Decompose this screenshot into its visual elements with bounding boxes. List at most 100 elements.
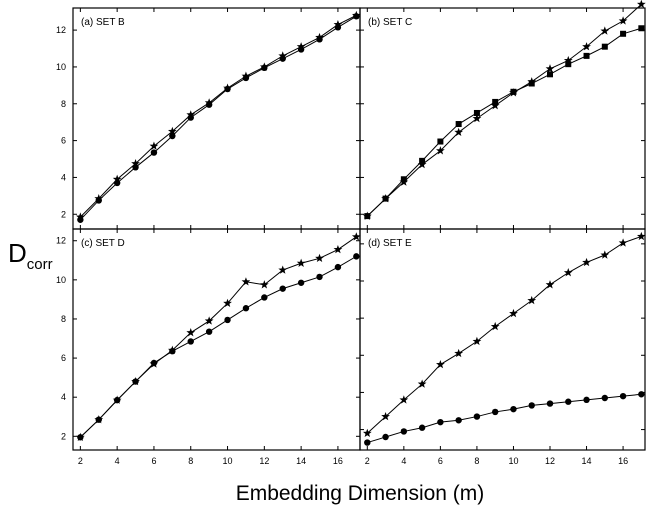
panel-c-circle-point: [242, 305, 250, 312]
panel-d-circle-point: [601, 394, 609, 402]
y-axis-title-subscript: corr: [27, 256, 53, 273]
panel-b-square-point: [510, 88, 517, 95]
panel-a-series-star-line: [80, 14, 357, 218]
panel-c-star-point: [223, 298, 232, 308]
panel-c-y-tick-label: 4: [61, 392, 66, 402]
panel-a-y-tick-label: 10: [56, 62, 66, 72]
panel-d-circle-point: [437, 418, 444, 426]
panel-c-y-tick-label: 10: [56, 275, 66, 285]
panel-d-circle-point: [491, 408, 499, 416]
panel-a-y-tick-label: 2: [61, 209, 66, 219]
panel-b-star-point: [600, 26, 610, 35]
panel-b-star-point: [436, 146, 445, 155]
panel-c-star-point: [333, 244, 343, 254]
panel-a-circle-point: [113, 179, 121, 187]
panel-b-star-point: [417, 159, 427, 169]
panel-a-series-circle: [77, 13, 360, 223]
panel-b-square-point: [620, 30, 627, 37]
panel-a-star-point: [75, 212, 85, 221]
panel-d-circle-point: [473, 413, 481, 420]
panel-d-x-tick-label: 12: [545, 456, 555, 466]
panel-c-series-star: [75, 232, 361, 442]
panel-d-star-point: [545, 280, 555, 289]
panel-c-circle-point: [169, 348, 176, 355]
panel-b-square-point: [547, 71, 553, 78]
panel-a-circle-point: [297, 46, 305, 53]
panel-a-circle-point: [279, 55, 286, 62]
panel-d-star-point: [618, 238, 628, 247]
panel-d-x-tick-label: 2: [365, 456, 370, 466]
panel-d-circle-point: [583, 396, 590, 404]
panel-b-square-point: [528, 80, 535, 87]
x-axis-title: Embedding Dimension (m): [236, 482, 485, 505]
panel-b-star-point: [472, 113, 482, 123]
panel-c-star-point: [278, 265, 288, 274]
panel-c-circle-point: [205, 328, 213, 335]
panel-c-circle-point: [334, 263, 342, 271]
panel-b-square-point: [419, 157, 426, 164]
panel-b-square-point: [473, 109, 480, 116]
panel-d-circle-point: [364, 439, 371, 446]
panel-a: (a) SET B 2 4 6 8 10 12: [56, 7, 361, 230]
panel-a-star-point: [278, 51, 288, 60]
panel-c-circle-point: [95, 416, 102, 423]
panel-c-x-tick-label: 10: [223, 456, 233, 466]
y-axis-title: Dcorr: [8, 238, 53, 273]
panel-a-star-point: [333, 19, 343, 29]
panel-b-square-point: [565, 61, 572, 68]
panels: (a) SET B 2 4 6 8 10 12 (b) SET C (c) SET D 2 4 6 8 1…: [56, 0, 646, 466]
panel-a-y-tick-label: 12: [56, 25, 66, 35]
panel-c-circle-point: [353, 253, 360, 260]
panel-c-x-tick-label: 14: [296, 456, 306, 466]
panel-d-star-point: [600, 250, 610, 259]
panel-b-star-point: [563, 55, 573, 65]
panel-b-star-point: [618, 16, 628, 25]
panel-a-star-point: [131, 159, 140, 168]
panel-c-x-tick-label: 4: [115, 456, 120, 466]
panel-c-series-circle: [77, 253, 360, 441]
panel-d-star-point: [509, 308, 518, 318]
panel-b-frame: [359, 7, 646, 230]
panel-c-y-tick-label: 6: [61, 353, 66, 363]
panel-a-circle-point: [77, 216, 84, 223]
panel-a-circle-point: [95, 197, 102, 204]
panel-a-circle-point: [205, 101, 213, 108]
panel-a-title: (a) SET B: [81, 17, 125, 28]
panel-a-y-tick-label: 4: [61, 172, 66, 182]
panel-c-circle-point: [279, 285, 286, 292]
panel-d-circle-point: [400, 428, 408, 435]
panel-b-series-square: [364, 25, 645, 220]
panel-c: (c) SET D 2 4 6 8 10 12 14 16 2 4 6 8 10 12: [56, 228, 361, 466]
panel-c-x-tick-label: 2: [78, 456, 83, 466]
panel-d-circle-point: [638, 391, 645, 398]
panel-a-circle-point: [334, 24, 342, 31]
panel-d-series-star: [362, 231, 646, 438]
panel-d-circle-point: [418, 424, 426, 431]
panel-a-circle-point: [150, 149, 158, 156]
panel-d-star-point: [636, 231, 646, 241]
panel-a-star-point: [149, 141, 159, 150]
panel-c-title: (c) SET D: [81, 238, 125, 249]
panel-c-circle-point: [150, 359, 158, 367]
panel-b-square-point: [364, 213, 371, 220]
panel-d-series-star-line: [366, 235, 642, 434]
panel-a-star-point: [167, 126, 177, 136]
panel-c-y-tick-label: 8: [61, 314, 66, 324]
panel-c-circle-point: [261, 294, 268, 301]
panel-d-circle-point: [382, 433, 389, 441]
panel-a-circle-point: [316, 36, 323, 43]
panel-a-series-star: [75, 10, 361, 221]
panel-a-circle-point: [242, 74, 250, 82]
panel-a-y-tick-label: 8: [61, 99, 66, 109]
panel-a-star-point: [296, 42, 306, 51]
panel-d-circle-point: [528, 402, 535, 409]
panel-d-circle-point: [619, 392, 627, 400]
panel-d-star-point: [362, 428, 372, 438]
panel-c-x-tick-label: 6: [151, 456, 156, 466]
panel-d-circle-point: [546, 400, 554, 407]
panel-c-circle-point: [77, 434, 84, 441]
panel-a-circle-point: [261, 64, 268, 72]
panel-b-square-point: [492, 98, 499, 105]
panel-d-star-point: [472, 336, 482, 346]
panel-b-square-point: [601, 43, 608, 50]
